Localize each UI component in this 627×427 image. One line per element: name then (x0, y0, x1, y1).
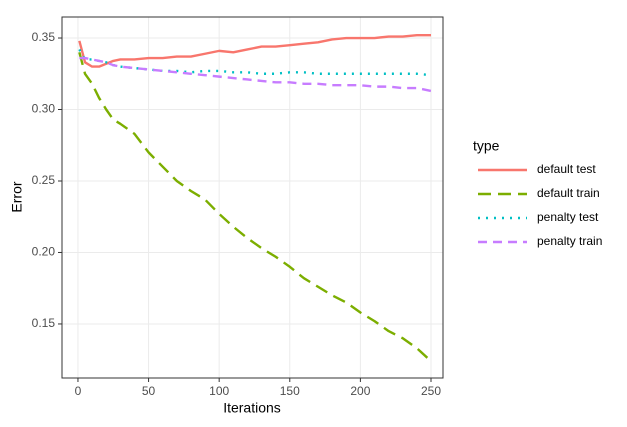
y-tick-label: 0.25 (32, 173, 56, 187)
y-tick-label: 0.15 (32, 316, 56, 330)
x-tick-label: 150 (280, 384, 300, 398)
series-line (78, 33, 431, 68)
legend-label: penalty train (537, 234, 602, 248)
panel-border (61, 16, 444, 379)
x-axis-title: Iterations (223, 400, 281, 416)
legend-label: default test (537, 162, 596, 176)
legend-label: penalty test (537, 210, 599, 224)
y-tick-label: 0.35 (32, 30, 56, 44)
legend-label: default train (537, 186, 600, 200)
x-tick-label: 250 (421, 384, 441, 398)
x-tick-label: 0 (75, 384, 82, 398)
series-line (79, 56, 432, 93)
x-tick-label: 100 (209, 384, 229, 398)
lines (78, 33, 432, 363)
y-tick-label: 0.20 (32, 245, 56, 259)
y-tick-label: 0.30 (32, 102, 56, 116)
y-axis-title: Error (9, 181, 25, 212)
series-line (78, 52, 432, 363)
series-line (78, 48, 432, 77)
x-tick-label: 200 (350, 384, 370, 398)
legend-title: type (473, 138, 500, 154)
x-tick-label: 50 (142, 384, 156, 398)
